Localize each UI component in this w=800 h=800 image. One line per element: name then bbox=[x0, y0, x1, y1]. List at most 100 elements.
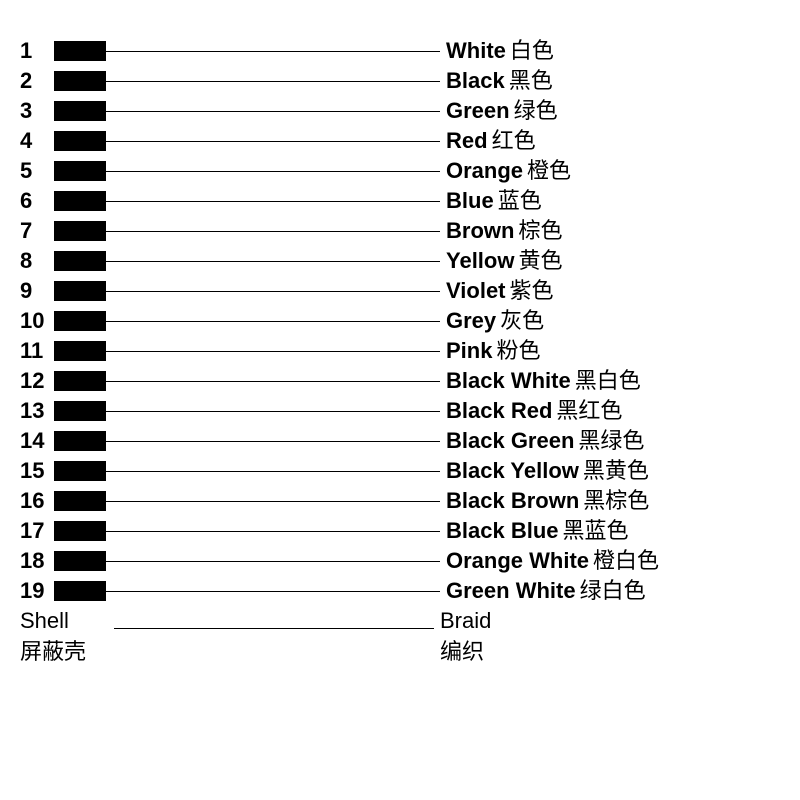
wire-label-zh: 橙白色 bbox=[593, 548, 659, 573]
wire-line bbox=[106, 171, 440, 172]
wire-line bbox=[106, 81, 440, 82]
wire-line bbox=[106, 411, 440, 412]
wire-row: 1White白色 bbox=[20, 36, 800, 66]
wire-row: 2Black黑色 bbox=[20, 66, 800, 96]
wire-line bbox=[106, 231, 440, 232]
wire-line bbox=[106, 591, 440, 592]
shell-block: Shell屏蔽壳 bbox=[20, 608, 140, 666]
wire-label-zh: 黑绿色 bbox=[578, 428, 644, 453]
wire-label-en: Orange bbox=[446, 158, 523, 183]
wire-label: Black White黑白色 bbox=[440, 370, 641, 392]
shell-label-zh: 屏蔽壳 bbox=[20, 634, 140, 666]
pin-block bbox=[54, 101, 106, 121]
wire-label-en: Green bbox=[446, 98, 510, 123]
pin-block bbox=[54, 281, 106, 301]
wire-line bbox=[106, 291, 440, 292]
wire-label-zh: 白色 bbox=[510, 38, 554, 63]
wire-label-zh: 紫色 bbox=[510, 278, 554, 303]
pin-number: 8 bbox=[20, 248, 54, 274]
pin-block bbox=[54, 41, 106, 61]
wire-row: 19 Green White绿白色 bbox=[20, 576, 800, 606]
wire-label: Red红色 bbox=[440, 130, 536, 152]
wire-label-zh: 绿白色 bbox=[580, 578, 646, 603]
wire-row: 18Orange White橙白色 bbox=[20, 546, 800, 576]
wire-label-en: Pink bbox=[446, 338, 492, 363]
braid-label-en: Braid bbox=[440, 608, 491, 634]
wire-row: 7 Brown棕色 bbox=[20, 216, 800, 246]
pin-number: 10 bbox=[20, 308, 54, 334]
wire-label-zh: 黑色 bbox=[509, 68, 553, 93]
wire-line bbox=[106, 561, 440, 562]
footer-line bbox=[114, 628, 434, 629]
wire-label-en: Orange White bbox=[446, 548, 589, 573]
pin-number: 15 bbox=[20, 458, 54, 484]
pin-number: 19 bbox=[20, 578, 54, 604]
wire-label: White白色 bbox=[440, 40, 554, 62]
wire-label-zh: 黑棕色 bbox=[583, 488, 649, 513]
wire-label-en: Blue bbox=[446, 188, 494, 213]
wire-row: 11 Pink粉色 bbox=[20, 336, 800, 366]
wire-label-en: White bbox=[446, 38, 506, 63]
wire-label-en: Black bbox=[446, 68, 505, 93]
wire-row: 5 Orange橙色 bbox=[20, 156, 800, 186]
wire-label: Brown棕色 bbox=[440, 220, 562, 242]
pin-block bbox=[54, 581, 106, 601]
wire-row: 6Blue蓝色 bbox=[20, 186, 800, 216]
wire-label-en: Yellow bbox=[446, 248, 514, 273]
wire-line bbox=[106, 501, 440, 502]
wire-label-zh: 蓝色 bbox=[498, 188, 542, 213]
wire-label: Black Yellow黑黄色 bbox=[440, 460, 649, 482]
wire-label-zh: 黑黄色 bbox=[583, 458, 649, 483]
wire-line bbox=[106, 381, 440, 382]
pin-block bbox=[54, 461, 106, 481]
pin-block bbox=[54, 521, 106, 541]
wire-label-en: Grey bbox=[446, 308, 496, 333]
wire-line bbox=[106, 111, 440, 112]
shell-label-en: Shell bbox=[20, 608, 140, 634]
wire-line bbox=[106, 531, 440, 532]
wire-label-zh: 黑白色 bbox=[575, 368, 641, 393]
pin-block bbox=[54, 131, 106, 151]
wire-label-zh: 橙色 bbox=[527, 158, 571, 183]
wire-label-en: Green White bbox=[446, 578, 576, 603]
wire-label-en: Black Yellow bbox=[446, 458, 579, 483]
pin-block bbox=[54, 371, 106, 391]
wire-label: Blue蓝色 bbox=[440, 190, 542, 212]
wire-line bbox=[106, 441, 440, 442]
pin-number: 11 bbox=[20, 338, 54, 364]
pin-number: 7 bbox=[20, 218, 54, 244]
pin-block bbox=[54, 161, 106, 181]
wire-label: Black Brown黑棕色 bbox=[440, 490, 649, 512]
wire-label-zh: 黑蓝色 bbox=[563, 518, 629, 543]
wire-row: 3Green绿色 bbox=[20, 96, 800, 126]
footer: Shell屏蔽壳 Braid编织 bbox=[20, 608, 800, 668]
wire-label-en: Violet bbox=[446, 278, 506, 303]
pin-block bbox=[54, 71, 106, 91]
pin-block bbox=[54, 251, 106, 271]
wire-label: Black Blue黑蓝色 bbox=[440, 520, 629, 542]
wire-label: Pink粉色 bbox=[440, 340, 540, 362]
wire-label: Violet紫色 bbox=[440, 280, 554, 302]
wire-line bbox=[106, 51, 440, 52]
pin-number: 12 bbox=[20, 368, 54, 394]
wire-line bbox=[106, 141, 440, 142]
pin-number: 5 bbox=[20, 158, 54, 184]
wire-line bbox=[106, 261, 440, 262]
braid-label-zh: 编织 bbox=[440, 634, 491, 666]
pin-block bbox=[54, 551, 106, 571]
pin-number: 14 bbox=[20, 428, 54, 454]
wire-row: 10 Grey灰色 bbox=[20, 306, 800, 336]
pin-block bbox=[54, 401, 106, 421]
braid-block: Braid编织 bbox=[440, 608, 491, 666]
wire-line bbox=[106, 471, 440, 472]
wire-label: Orange White橙白色 bbox=[440, 550, 659, 572]
wire-label-zh: 灰色 bbox=[500, 308, 544, 333]
wire-label-en: Black Blue bbox=[446, 518, 559, 543]
wire-line bbox=[106, 321, 440, 322]
wire-label-zh: 红色 bbox=[492, 128, 536, 153]
wire-label-zh: 黄色 bbox=[518, 248, 562, 273]
wire-row: 8 Yellow黄色 bbox=[20, 246, 800, 276]
wire-label: Green绿色 bbox=[440, 100, 558, 122]
wire-line bbox=[106, 201, 440, 202]
wire-label: Grey灰色 bbox=[440, 310, 544, 332]
